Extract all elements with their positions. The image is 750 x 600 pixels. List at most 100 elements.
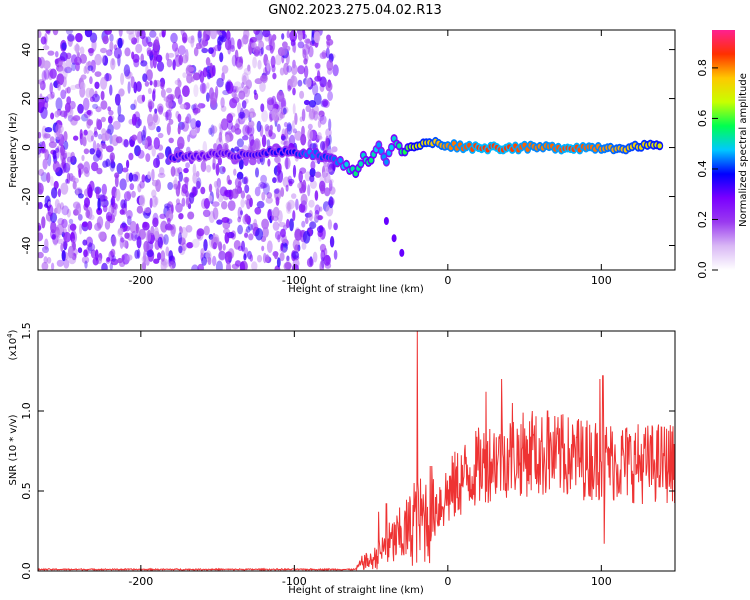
heatmap-noise-cell (109, 262, 113, 270)
heatmap-noise-cell (159, 167, 165, 176)
heatmap-noise-cell (77, 247, 83, 254)
heatmap-noise-cell (218, 250, 226, 260)
heatmap-noise-cell (149, 56, 154, 69)
heatmap-noise-cell (303, 58, 308, 65)
heatmap-noise-cell (123, 225, 131, 232)
heatmap-noise-cell (68, 218, 74, 225)
heatmap-noise-cell (85, 209, 91, 219)
heatmap-noise-cell (178, 225, 183, 232)
heatmap-noise-cell (265, 196, 273, 204)
heatmap-noise-cell (106, 128, 112, 134)
heatmap-noise-cell (190, 37, 195, 48)
heatmap-noise-cell (186, 66, 195, 72)
heatmap-noise-cell (273, 251, 279, 260)
heatmap-noise-cell (245, 226, 251, 233)
heatmap-noise-cell (212, 207, 219, 220)
heatmap-noise-cell (179, 103, 187, 110)
heatmap-noise-cell (191, 238, 200, 248)
heatmap-noise-cell (309, 221, 317, 229)
heatmap-noise-cell (147, 229, 152, 242)
heatmap-noise-cell (96, 167, 103, 175)
heatmap-noise-cell (57, 83, 61, 91)
heatmap-noise-cell (209, 62, 213, 73)
heatmap-noise-cell (62, 162, 71, 173)
heatmap-noise-cell (265, 44, 273, 51)
heatmap-noise-cell (172, 179, 179, 188)
heatmap-noise-cell (254, 186, 261, 197)
heatmap-noise-cell (147, 87, 152, 95)
heatmap-noise-cell (280, 228, 286, 238)
heatmap-noise-cell (303, 99, 310, 106)
heatmap-noise-cell (275, 101, 278, 111)
heatmap-noise-cell (257, 59, 262, 70)
heatmap-noise-cell (108, 115, 113, 124)
heatmap-noise-cell (285, 52, 290, 65)
heatmap-noise-cell (131, 134, 138, 141)
heatmap-noise-cell (332, 64, 339, 77)
heatmap-noise-cell (292, 103, 296, 115)
heatmap-noise-cell (88, 48, 94, 57)
heatmap-noise-cell (196, 177, 202, 189)
heatmap-noise-cell (285, 156, 289, 170)
figure-title: GN02.2023.275.04.02.R13 (268, 3, 442, 18)
heatmap-noise-cell (71, 62, 77, 72)
heatmap-noise-cell (127, 81, 131, 94)
heatmap-noise-cell (261, 134, 267, 148)
heatmap-noise-cell (218, 122, 223, 129)
heatmap-noise-cell (183, 176, 190, 183)
heatmap-noise-cell (63, 259, 70, 269)
heatmap-noise-cell (165, 109, 172, 121)
heatmap-noise-cell (275, 196, 280, 206)
heatmap-noise-cell (68, 255, 77, 265)
heatmap-tail-cell (399, 248, 405, 257)
heatmap-noise-cell (286, 218, 290, 229)
heatmap-noise-cell (63, 231, 71, 243)
heatmap-noise-cell (243, 85, 251, 98)
heatmap-noise-cell (271, 34, 277, 41)
heatmap-noise-cell (181, 32, 188, 44)
heatmap-noise-cell (61, 205, 69, 216)
heatmap-noise-cell (118, 88, 125, 97)
heatmap-noise-cell (166, 122, 171, 136)
heatmap-noise-cell (115, 188, 121, 202)
colorbar-tick-label: 0.4 (696, 160, 709, 178)
heatmap-noise-cell (75, 203, 82, 216)
heatmap-noise-cell (167, 93, 176, 101)
heatmap-noise-cell (323, 162, 329, 168)
heatmap-noise-cell (182, 72, 187, 78)
heatmap-noise-cell (165, 210, 174, 222)
heatmap-noise-cell (42, 60, 51, 70)
heatmap-noise-cell (295, 198, 299, 211)
heatmap-noise-cell (147, 171, 151, 180)
heatmap-noise-cell (262, 226, 269, 238)
heatmap-noise-cell (105, 72, 109, 82)
heatmap-noise-cell (248, 233, 254, 241)
heatmap-noise-cell (227, 179, 232, 185)
heatmap-noise-cell (206, 72, 212, 80)
heatmap-noise-cell (56, 73, 65, 86)
heatmap-noise-cell (243, 86, 249, 94)
heatmap-noise-cell (151, 145, 156, 157)
heatmap-noise-cell (201, 256, 208, 266)
heatmap-noise-cell (305, 216, 309, 225)
heatmap-noise-cell (156, 61, 165, 72)
heatmap-ridge-cell (338, 157, 343, 163)
heatmap-noise-cell (322, 171, 327, 178)
heatmap-noise-cell (261, 218, 269, 230)
heatmap-noise-cell (247, 124, 255, 137)
heatmap-noise-cell (72, 115, 81, 122)
heatmap-noise-cell (256, 254, 263, 263)
heatmap-noise-cell (160, 250, 166, 262)
heatmap-noise-cell (146, 69, 153, 81)
heatmap-noise-cell (208, 183, 213, 193)
heatmap-noise-cell (41, 70, 47, 82)
heatmap-noise-cell (69, 223, 77, 231)
heatmap-noise-cell (224, 232, 230, 244)
heatmap-noise-cell (51, 262, 55, 270)
heatmap-noise-cell (160, 81, 165, 90)
heatmap-noise-cell (286, 123, 293, 135)
heatmap-noise-cell (158, 105, 164, 115)
heatmap-noise-cell (113, 47, 122, 59)
heatmap-noise-cell (241, 177, 248, 185)
heatmap-noise-cell (280, 243, 284, 252)
